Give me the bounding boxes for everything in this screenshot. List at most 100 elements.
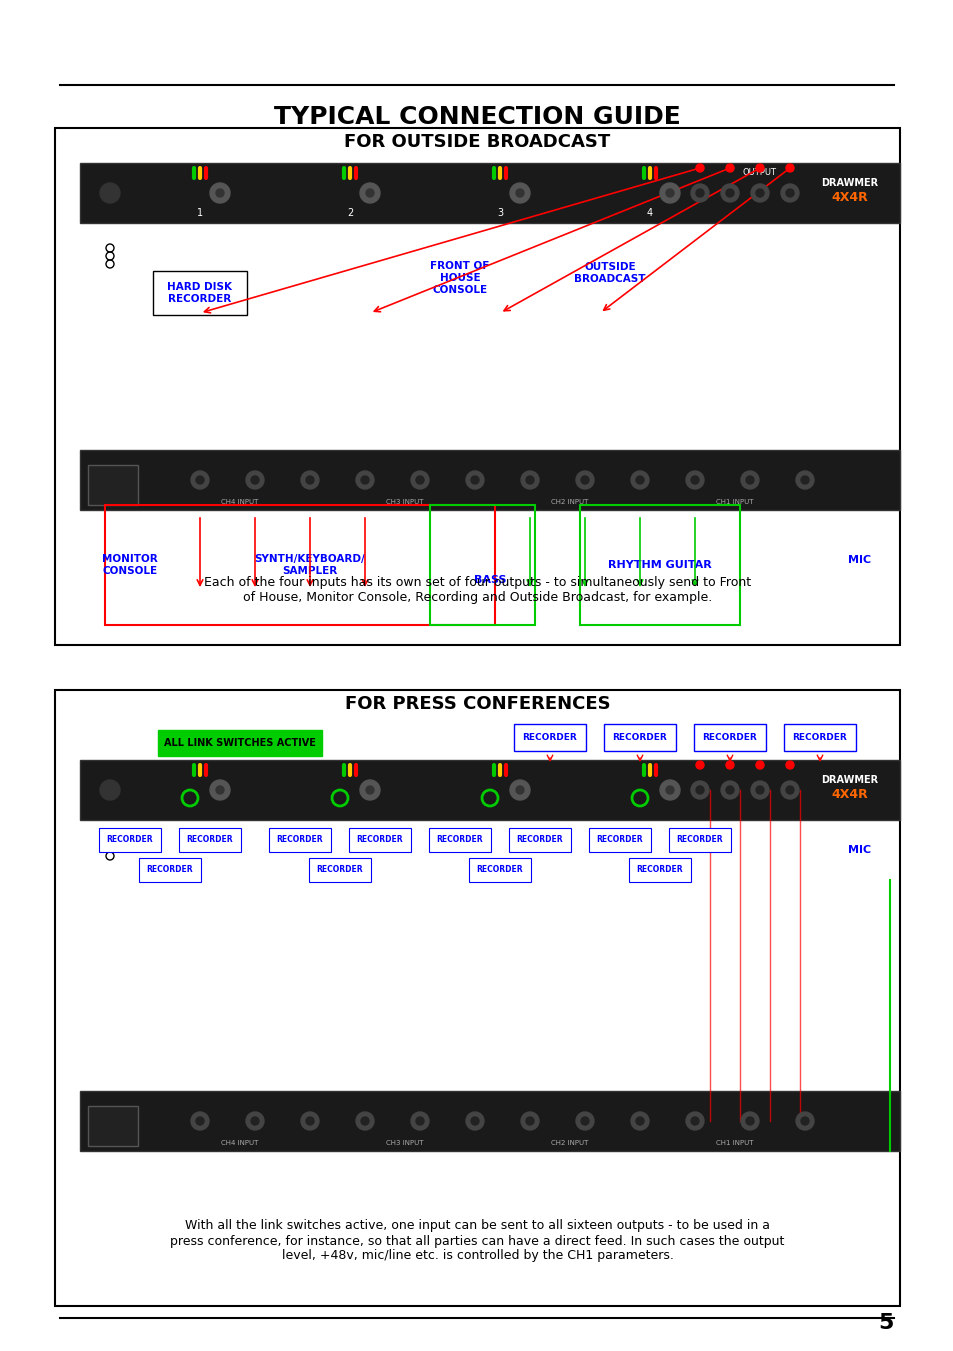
Circle shape [215, 786, 224, 794]
Text: CH2 INPUT: CH2 INPUT [551, 1140, 588, 1146]
Bar [80, 163, 899, 223]
Circle shape [366, 786, 374, 794]
Text: 5: 5 [878, 1313, 893, 1333]
FancyBboxPatch shape [158, 730, 322, 757]
Text: CH3 INPUT: CH3 INPUT [386, 499, 423, 505]
Circle shape [785, 189, 793, 197]
Circle shape [755, 786, 763, 794]
Circle shape [251, 476, 258, 484]
Circle shape [696, 761, 703, 769]
Text: OUTPUT: OUTPUT [742, 168, 776, 177]
Circle shape [471, 1117, 478, 1125]
Circle shape [685, 1112, 703, 1129]
Text: ALL LINK SWITCHES ACTIVE: ALL LINK SWITCHES ACTIVE [164, 738, 315, 748]
Circle shape [100, 182, 120, 203]
Text: 3: 3 [497, 208, 502, 218]
Text: CH4 INPUT: CH4 INPUT [221, 1140, 258, 1146]
Circle shape [580, 1117, 588, 1125]
Circle shape [360, 476, 369, 484]
Text: RECORDER: RECORDER [436, 835, 483, 844]
Circle shape [740, 1112, 759, 1129]
Circle shape [665, 786, 673, 794]
Circle shape [465, 471, 483, 489]
Circle shape [659, 780, 679, 800]
Circle shape [520, 471, 538, 489]
Text: RECORDER: RECORDER [476, 866, 523, 874]
Text: DRAWMER: DRAWMER [821, 775, 878, 785]
Circle shape [725, 163, 733, 172]
Text: RECORDER: RECORDER [612, 734, 667, 742]
Text: 4X4R: 4X4R [831, 190, 867, 204]
Circle shape [416, 1117, 423, 1125]
Circle shape [745, 1117, 753, 1125]
Text: FOR OUTSIDE BROADCAST: FOR OUTSIDE BROADCAST [344, 132, 610, 151]
Circle shape [246, 471, 264, 489]
Bar [88, 1106, 138, 1146]
Text: CH4 INPUT: CH4 INPUT [221, 499, 258, 505]
Text: RECORDER: RECORDER [636, 866, 682, 874]
Circle shape [210, 780, 230, 800]
Circle shape [720, 781, 739, 798]
Circle shape [725, 189, 733, 197]
Circle shape [471, 476, 478, 484]
FancyBboxPatch shape [152, 272, 247, 315]
Circle shape [659, 182, 679, 203]
Circle shape [525, 1117, 534, 1125]
Text: SYNTH/KEYBOARD/
SAMPLER: SYNTH/KEYBOARD/ SAMPLER [254, 554, 365, 576]
Circle shape [696, 189, 703, 197]
Text: RECORDER: RECORDER [522, 734, 577, 742]
Bar [55, 690, 899, 1306]
Circle shape [416, 476, 423, 484]
Circle shape [781, 781, 799, 798]
Bar [579, 505, 740, 626]
Bar [80, 1092, 899, 1151]
Text: 1: 1 [196, 208, 203, 218]
Bar [55, 128, 899, 644]
Text: 2: 2 [347, 208, 353, 218]
Bar [105, 505, 495, 626]
Circle shape [215, 189, 224, 197]
Circle shape [720, 184, 739, 203]
Text: With all the link switches active, one input can be sent to all sixteen outputs : With all the link switches active, one i… [171, 1220, 784, 1262]
Circle shape [100, 780, 120, 800]
Circle shape [636, 1117, 643, 1125]
Text: RECORDER: RECORDER [517, 835, 562, 844]
Circle shape [195, 476, 204, 484]
Circle shape [195, 1117, 204, 1125]
Text: OUTSIDE
BROADCAST: OUTSIDE BROADCAST [574, 262, 645, 284]
Circle shape [685, 471, 703, 489]
Circle shape [725, 786, 733, 794]
Text: Each of the four inputs has its own set of four outputs - to simultaneously send: Each of the four inputs has its own set … [204, 576, 750, 604]
Circle shape [465, 1112, 483, 1129]
Circle shape [690, 476, 699, 484]
Circle shape [576, 471, 594, 489]
Text: RECORDER: RECORDER [356, 835, 403, 844]
Circle shape [750, 184, 768, 203]
Bar [80, 450, 899, 509]
Text: RECORDER: RECORDER [276, 835, 323, 844]
Text: RECORDER: RECORDER [676, 835, 722, 844]
Circle shape [191, 1112, 209, 1129]
Circle shape [306, 1117, 314, 1125]
Circle shape [306, 476, 314, 484]
Circle shape [355, 1112, 374, 1129]
Circle shape [210, 182, 230, 203]
Circle shape [785, 761, 793, 769]
Circle shape [516, 189, 523, 197]
Text: CH2 INPUT: CH2 INPUT [551, 499, 588, 505]
Circle shape [191, 471, 209, 489]
Bar [88, 465, 138, 505]
Text: 4: 4 [646, 208, 653, 218]
Text: CH1 INPUT: CH1 INPUT [716, 1140, 753, 1146]
Circle shape [781, 184, 799, 203]
Circle shape [785, 163, 793, 172]
Circle shape [690, 184, 708, 203]
Text: DRAWMER: DRAWMER [821, 178, 878, 188]
Text: TYPICAL CONNECTION GUIDE: TYPICAL CONNECTION GUIDE [274, 105, 679, 128]
Circle shape [355, 471, 374, 489]
Text: HARD DISK
RECORDER: HARD DISK RECORDER [168, 282, 233, 304]
Circle shape [636, 476, 643, 484]
Circle shape [301, 471, 318, 489]
Text: RECORDER: RECORDER [147, 866, 193, 874]
Text: FRONT OF
HOUSE
CONSOLE: FRONT OF HOUSE CONSOLE [430, 261, 489, 295]
